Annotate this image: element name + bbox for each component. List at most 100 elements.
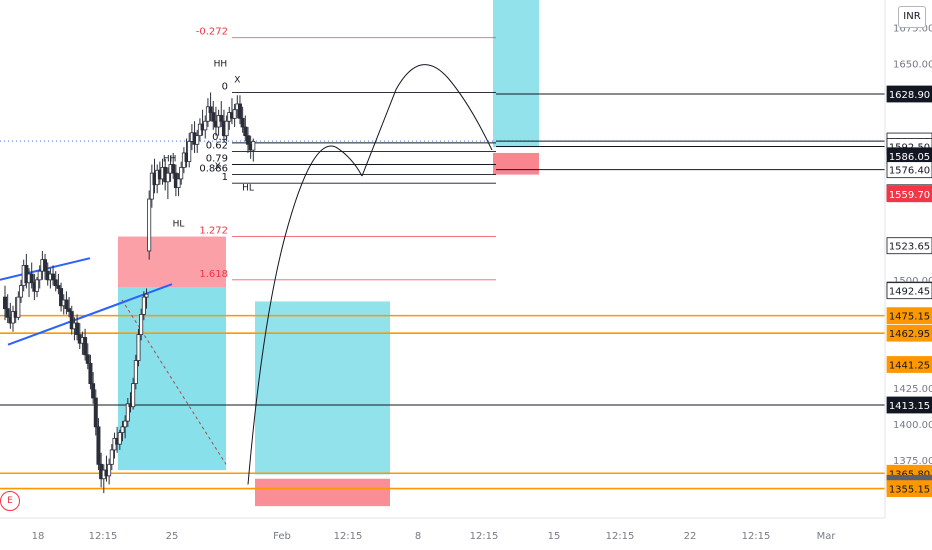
candle-body-35 xyxy=(96,426,101,465)
candle-body-19 xyxy=(53,279,58,286)
fib-label-2: 0 xyxy=(222,81,228,92)
candle-body-51 xyxy=(139,314,144,335)
events-icon[interactable]: E xyxy=(0,491,20,511)
fib-label-9: 1.618 xyxy=(199,269,228,280)
candle-body-55 xyxy=(149,172,154,200)
time-tick-7: 15 xyxy=(548,531,561,542)
price-tag-bg-7 xyxy=(886,237,932,255)
price-tag-16: 1355.15 xyxy=(886,480,932,498)
candle-body-33 xyxy=(91,383,96,399)
price-tags: 1628.901596.251592.501586.051576.401560.… xyxy=(886,85,932,498)
price-tag-6: 1559.70 xyxy=(886,185,932,203)
candle-body-49 xyxy=(133,360,138,384)
candle-body-44 xyxy=(120,426,125,434)
candle-body-23 xyxy=(64,299,69,310)
candle-body-90 xyxy=(243,126,248,137)
candle-body-25 xyxy=(69,311,74,330)
fib-label-7: 1 xyxy=(222,172,228,183)
candle-body-48 xyxy=(131,383,136,408)
candle-body-15 xyxy=(43,259,48,272)
price-axis: 1675.00 1650.00 1500.00 1425.00 1400.00 1375.… xyxy=(884,0,932,518)
candle-body-83 xyxy=(224,120,229,137)
price-tick-3: 1425.00 xyxy=(893,384,932,395)
price-tag-bg-11 xyxy=(886,324,932,342)
time-tick-8: 12:15 xyxy=(606,531,635,542)
annotation-x-3: X xyxy=(234,75,240,85)
annotation-hl-1: HL xyxy=(173,219,185,229)
candle-body-6 xyxy=(19,285,24,298)
time-tick-0: 18 xyxy=(32,531,45,542)
price-tag-13: 1413.15 xyxy=(886,396,932,414)
price-tag-12: 1441.25 xyxy=(886,356,932,373)
candle-body-21 xyxy=(59,288,64,307)
short-position-stop-zone xyxy=(118,236,226,288)
candle-body-27 xyxy=(75,322,80,335)
long-position-target-zone-2 xyxy=(493,0,539,148)
time-tick-2: 25 xyxy=(166,531,179,542)
cup-arc-right xyxy=(361,64,493,177)
price-tick-5: 1375.00 xyxy=(893,456,932,467)
price-tag-label-6: 1559.70 xyxy=(889,190,930,201)
price-tag-bg-12 xyxy=(886,356,932,373)
fib-label-3: 0.5 xyxy=(212,132,228,143)
candle-body-18 xyxy=(51,273,56,281)
fib-label-4: 0.62 xyxy=(206,141,228,152)
price-tick-4: 1400.00 xyxy=(893,420,932,431)
fib-label-8: 1.272 xyxy=(199,226,228,237)
price-tag-label-16: 1355.15 xyxy=(889,485,930,496)
fib-label-1: -0.272 xyxy=(196,27,228,38)
candle-body-52 xyxy=(141,296,146,315)
candle-body-34 xyxy=(93,397,98,428)
price-tag-label-10: 1475.15 xyxy=(889,312,930,323)
cup-arc-left xyxy=(247,145,363,485)
annotation-hh-0: HH xyxy=(163,155,177,165)
candle-body-93 xyxy=(251,141,256,151)
price-tag-bg-16 xyxy=(886,480,932,498)
price-tick-2: 1500.00 xyxy=(893,276,932,287)
price-tag-0: 1628.90 xyxy=(886,85,932,103)
candle-body-88 xyxy=(237,103,242,119)
candle-body-89 xyxy=(240,117,245,128)
annotation-x-4: X xyxy=(215,162,221,172)
price-tag-label-13: 1413.15 xyxy=(889,401,930,412)
candle-body-40 xyxy=(109,449,114,465)
price-tag-4: 1576.40 xyxy=(886,161,932,179)
price-tick-1: 1650.00 xyxy=(893,60,932,71)
price-tag-9: 1492.45 xyxy=(886,282,932,300)
candle-body-10 xyxy=(29,273,34,284)
currency-badge[interactable]: INR xyxy=(898,6,926,28)
candle-body-20 xyxy=(56,285,61,289)
candle-body-66 xyxy=(179,166,184,180)
price-tick-0: 1675.00 xyxy=(893,24,932,35)
long-position-stop-zone-2 xyxy=(493,152,539,175)
candle-body-13 xyxy=(37,270,42,281)
price-tag-bg-10 xyxy=(886,307,932,325)
candle-body-54 xyxy=(147,198,152,252)
price-tag-bg-6 xyxy=(886,185,932,203)
candle-body-12 xyxy=(35,279,40,292)
price-tag-bg-9 xyxy=(886,282,932,300)
candle-body-61 xyxy=(165,172,170,183)
candle-body-43 xyxy=(117,432,122,445)
time-tick-1: 12:15 xyxy=(89,531,118,542)
horizontal-levels xyxy=(0,140,885,490)
price-tag-label-4: 1576.40 xyxy=(889,166,930,177)
price-tag-label-12: 1441.25 xyxy=(889,360,930,371)
time-tick-3: Feb xyxy=(273,531,291,542)
candle-body-75 xyxy=(203,120,208,131)
price-tag-bg-4 xyxy=(886,161,932,179)
price-tag-10: 1475.15 xyxy=(886,307,932,325)
candle-body-53 xyxy=(144,293,149,298)
position-boxes xyxy=(118,0,539,507)
price-tag-label-0: 1628.90 xyxy=(889,90,930,101)
time-tick-5: 8 xyxy=(415,531,421,542)
time-tick-10: 12:15 xyxy=(742,531,771,542)
candle-body-86 xyxy=(232,109,237,119)
candle-body-5 xyxy=(16,296,21,318)
candle-body-63 xyxy=(171,164,176,174)
price-tag-label-3: 1586.05 xyxy=(889,152,930,163)
candle-body-24 xyxy=(67,308,72,312)
candle-body-69 xyxy=(187,141,192,163)
